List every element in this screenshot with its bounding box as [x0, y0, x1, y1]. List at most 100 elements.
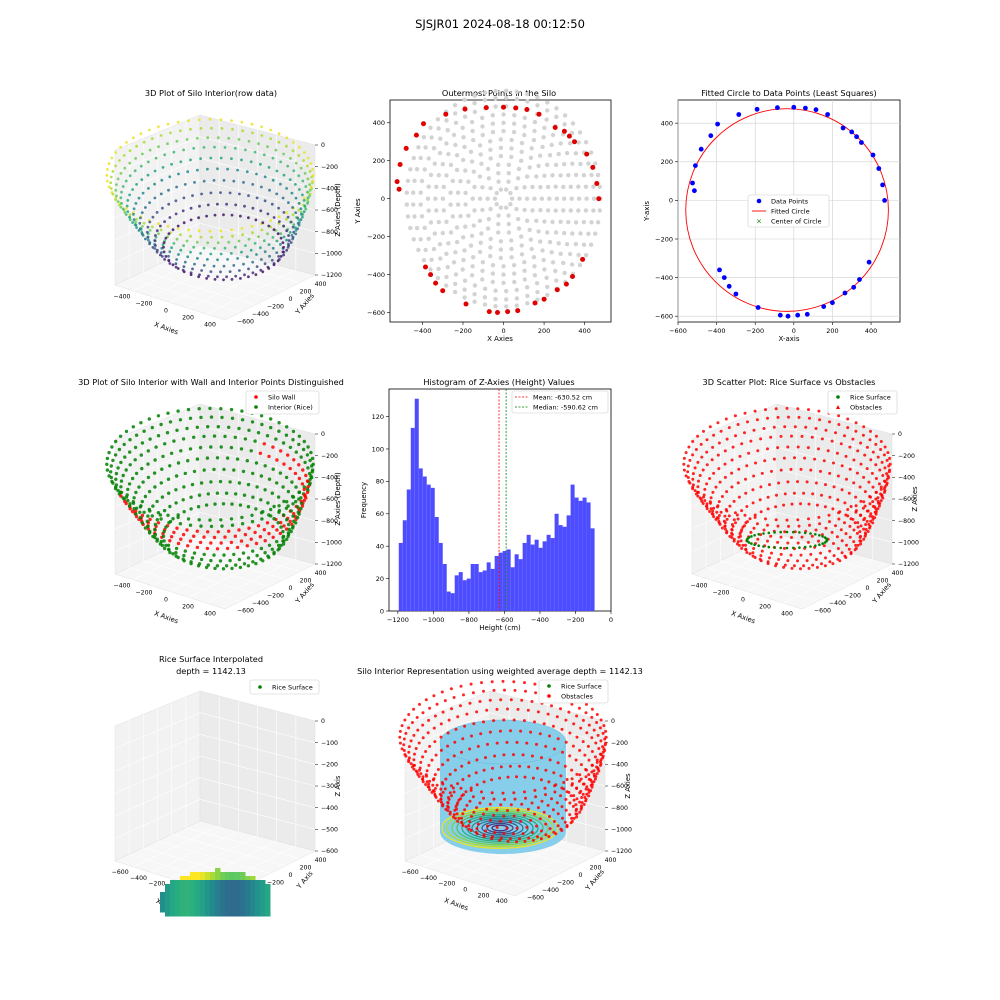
data-point: [807, 502, 811, 506]
data-point: [740, 442, 744, 446]
data-point: [824, 526, 828, 530]
data-point: [153, 196, 157, 200]
data-point: [247, 139, 251, 143]
data-point: [228, 480, 232, 484]
surface-cell: [240, 876, 246, 881]
surface-cell: [175, 896, 181, 901]
z-tick-label: −400: [611, 762, 628, 769]
data-point: [402, 743, 406, 747]
outer-point: [463, 301, 469, 307]
data-point: [592, 728, 596, 732]
data-point: [552, 771, 556, 775]
data-point: [869, 429, 872, 433]
data-point: [281, 542, 286, 546]
grey-point: [504, 304, 509, 309]
grey-point: [448, 162, 454, 168]
data-point: [237, 426, 241, 431]
grey-point: [404, 190, 409, 195]
data-point: [793, 530, 797, 534]
outer-point: [536, 111, 542, 117]
data-point: [193, 181, 196, 184]
data-point: [206, 425, 210, 429]
data-point: [418, 766, 422, 770]
grey-point: [426, 208, 431, 213]
data-point: [185, 528, 189, 532]
data-point: [246, 564, 251, 568]
z-tick-label: −400: [321, 475, 338, 482]
histogram-bar: [470, 564, 475, 611]
data-point: [587, 794, 591, 798]
grey-point: [480, 185, 485, 190]
data-point: [544, 822, 548, 826]
data-point: [286, 453, 290, 457]
data-point: [229, 540, 234, 545]
data-point: [578, 773, 582, 777]
surface-cell: [190, 908, 196, 913]
grey-point: [426, 156, 431, 161]
data-point: [879, 499, 883, 503]
grey-point: [496, 221, 501, 227]
data-point: [859, 499, 863, 503]
data-point: [836, 498, 840, 502]
grey-point: [469, 233, 475, 238]
surface-cell: [240, 872, 246, 877]
grey-point: [498, 145, 504, 150]
data-point: [306, 202, 309, 205]
data-point: [294, 196, 298, 200]
grey-point: [564, 150, 570, 156]
data-point: [183, 183, 187, 186]
data-point: [400, 747, 404, 751]
grey-point: [480, 277, 485, 282]
grid-line: [199, 512, 316, 543]
data-point: [575, 807, 578, 811]
data-point: [275, 251, 279, 255]
data-point: [301, 193, 304, 197]
histogram-bar: [406, 489, 411, 611]
rice-surface-ring: [456, 812, 544, 844]
data-point: [117, 447, 122, 452]
surface-cell: [215, 900, 221, 905]
data-point: [193, 262, 196, 266]
data-point: [424, 750, 428, 753]
data-point: [299, 455, 303, 459]
fitted-circle: [685, 108, 889, 312]
x-tick-label: −600: [112, 869, 129, 876]
surface-cell: [190, 900, 196, 905]
surface-cell: [225, 892, 231, 897]
surface-cell: [235, 904, 241, 909]
data-point: [189, 273, 193, 276]
surface-cell: [210, 872, 216, 877]
data-point: [864, 528, 868, 531]
data-point: [553, 790, 557, 794]
grey-point: [480, 260, 485, 265]
data-point: [825, 112, 830, 117]
grey-point: [541, 135, 546, 140]
histogram-bar: [526, 534, 531, 611]
grey-point: [553, 208, 558, 213]
data-point: [229, 407, 234, 412]
data-point: [261, 270, 265, 274]
data-point: [151, 504, 155, 508]
rice-point: [803, 531, 807, 535]
data-point: [774, 564, 778, 568]
data-point: [230, 502, 234, 506]
data-point: [724, 417, 728, 421]
data-point: [775, 105, 780, 111]
surface-cell: [215, 888, 221, 893]
data-point: [435, 702, 439, 706]
data-point: [565, 825, 569, 829]
data-point: [267, 555, 271, 560]
grey-point: [506, 230, 512, 235]
grey-point: [554, 106, 559, 111]
data-point: [195, 545, 200, 550]
data-point: [204, 565, 209, 570]
data-point: [796, 407, 800, 411]
data-point: [579, 726, 583, 730]
data-point: [806, 446, 810, 450]
x-tick-label: −200: [454, 327, 472, 335]
data-point: [245, 544, 249, 548]
grey-point: [437, 150, 443, 156]
x-tick-label: −200: [438, 881, 455, 888]
data-point: [439, 735, 443, 739]
data-point: [167, 491, 171, 495]
